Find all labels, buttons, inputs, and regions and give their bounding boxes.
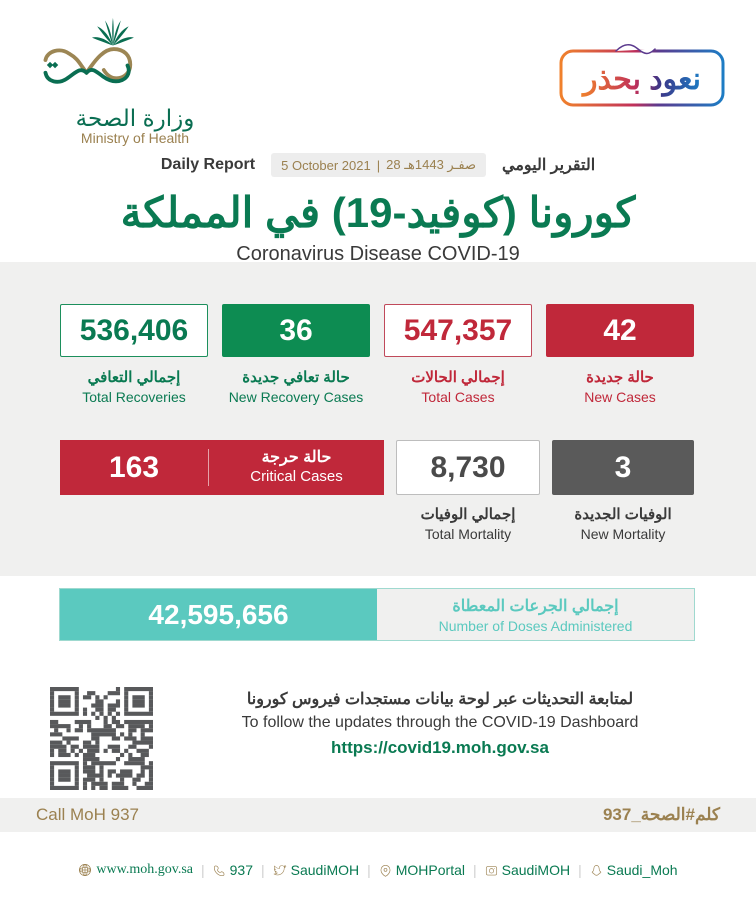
svg-text:نعود بحذر: نعود بحذر xyxy=(581,63,701,97)
